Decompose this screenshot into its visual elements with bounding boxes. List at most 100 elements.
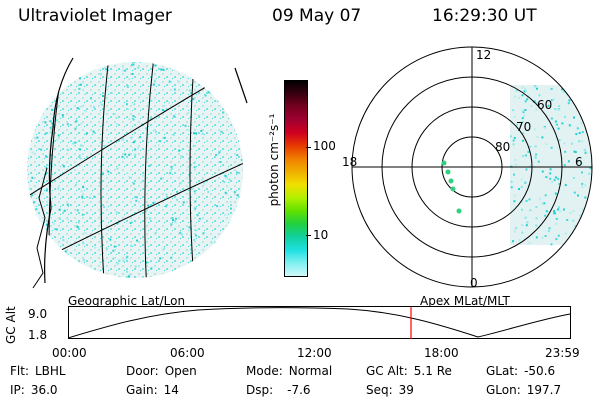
emission-speck (115, 123, 118, 125)
polar-emission-speck (537, 160, 540, 163)
polar-emission-speck (557, 177, 560, 180)
emission-speck (128, 118, 131, 121)
emission-speck (54, 51, 56, 53)
emission-speck (224, 240, 227, 243)
polar-emission-speck (573, 116, 575, 119)
emission-speck (29, 129, 32, 132)
emission-speck (178, 53, 180, 55)
emission-speck (200, 129, 203, 132)
emission-speck (168, 80, 171, 83)
emission-speck (160, 68, 163, 71)
polar-emission-speck (596, 213, 598, 215)
emission-speck (169, 172, 172, 175)
emission-speck (79, 83, 82, 86)
emission-speck (175, 217, 177, 220)
polar-emission-speck (541, 170, 544, 173)
emission-speck (57, 134, 60, 137)
emission-speck (61, 114, 64, 117)
polar-emission-speck (581, 163, 584, 166)
emission-speck (104, 277, 107, 278)
emission-speck (137, 66, 140, 69)
polar-emission-speck (510, 180, 513, 183)
colorbar-tick-100: 100 (313, 139, 336, 153)
polar-emission-speck (513, 200, 516, 203)
polar-emission-speck (554, 176, 557, 179)
x-tick-06: 06:00 (170, 346, 205, 360)
emission-speck (220, 130, 223, 133)
polar-emission-speck (535, 217, 538, 220)
polar-emission-speck (581, 185, 584, 188)
emission-speck (99, 73, 102, 76)
polar-emission-speck (551, 181, 553, 183)
emission-speck (173, 88, 176, 91)
emission-speck (129, 222, 132, 224)
emission-speck (154, 231, 157, 234)
emission-speck (118, 259, 121, 262)
emission-speck (51, 122, 54, 125)
emission-speck (137, 285, 139, 287)
emission-speck (238, 270, 240, 273)
polar-emission-speck (525, 154, 527, 157)
emission-speck (133, 103, 136, 106)
emission-speck (193, 239, 195, 241)
polar-emission-speck (572, 210, 575, 213)
polar-emission-speck (512, 109, 515, 112)
emission-speck (103, 206, 105, 208)
emission-speck (163, 104, 166, 107)
emission-speck (135, 199, 138, 202)
polar-emission-speck (553, 98, 556, 101)
polar-emission-speck (526, 98, 529, 101)
emission-speck (43, 64, 46, 67)
seq-info: Seq: 39 (366, 383, 414, 397)
filter-value: LBHL (34, 364, 66, 378)
emission-speck (116, 167, 119, 170)
dsp-info: Dsp: -7.6 (246, 383, 311, 397)
emission-speck (27, 187, 30, 190)
polar-emission-speck (593, 190, 595, 192)
polar-emission-speck (541, 136, 544, 139)
polar-emission-speck (555, 222, 558, 225)
emission-speck (148, 118, 151, 121)
emission-speck (74, 183, 77, 186)
geographic-image (27, 49, 248, 289)
polar-emission-speck (580, 110, 583, 113)
emission-speck (196, 214, 199, 217)
polar-emission-speck (533, 128, 536, 131)
emission-speck (157, 144, 160, 147)
emission-speck (43, 87, 46, 90)
emission-speck (31, 151, 34, 154)
mode-label: Mode: (246, 364, 283, 378)
emission-speck (140, 281, 142, 283)
emission-speck (130, 244, 133, 247)
polar-emission-speck (547, 104, 550, 107)
emission-speck (203, 182, 206, 185)
emission-speck (196, 62, 199, 65)
polar-emission-speck (528, 242, 531, 244)
geo-lat-lon-title: Geographic Lat/Lon (68, 294, 186, 308)
emission-speck (214, 241, 217, 244)
polar-emission-speck (575, 133, 578, 136)
door-label: Door: (126, 364, 159, 378)
polar-emission-speck (513, 137, 516, 139)
emission-speck (241, 111, 243, 114)
emission-speck (57, 187, 60, 190)
emission-speck (139, 181, 142, 184)
emission-speck (29, 91, 31, 94)
emission-speck (173, 271, 176, 273)
polar-emission-speck (581, 208, 584, 211)
emission-speck (60, 268, 62, 271)
seq-label: Seq: (366, 383, 393, 397)
polar-emission-speck (525, 224, 528, 227)
emission-speck (82, 242, 85, 245)
polar-emission-speck (582, 94, 585, 96)
emission-speck (93, 106, 95, 109)
emission-speck (201, 80, 203, 83)
emission-speck (128, 153, 131, 156)
emission-speck (188, 157, 191, 160)
emission-speck (230, 207, 232, 210)
emission-speck (62, 49, 64, 51)
colorbar-tick-10: 10 (313, 228, 329, 242)
polar-emission-speck (568, 99, 571, 102)
emission-speck (54, 262, 57, 265)
emission-speck (179, 231, 182, 234)
